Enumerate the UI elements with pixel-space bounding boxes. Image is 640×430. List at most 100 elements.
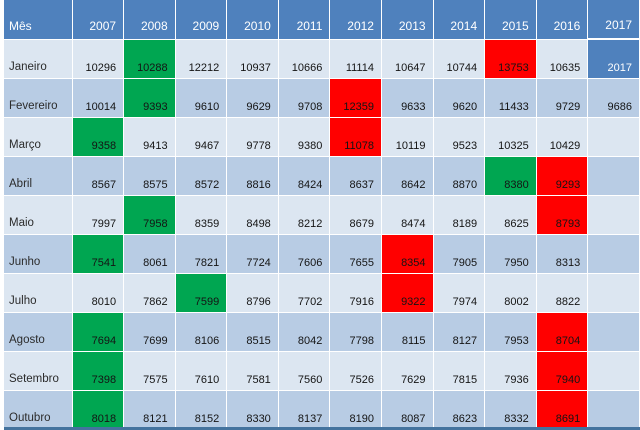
- cell-setembro-2010[interactable]: 7581: [226, 350, 279, 390]
- row-label-março[interactable]: Março: [4, 116, 73, 156]
- cell-abril-2013[interactable]: 8642: [381, 155, 434, 195]
- year-header-2013[interactable]: 2013: [381, 0, 434, 39]
- cell-agosto-2011[interactable]: 8042: [278, 311, 331, 351]
- cell-abril-2016[interactable]: 9293: [536, 155, 589, 195]
- cell-junho-2015[interactable]: 7950: [484, 233, 537, 273]
- cell-setembro-2017[interactable]: [587, 350, 640, 390]
- cell-agosto-2013[interactable]: 8115: [381, 311, 434, 351]
- cell-fevereiro-2007[interactable]: 10014: [72, 77, 125, 117]
- cell-fevereiro-2016[interactable]: 9729: [536, 77, 589, 117]
- cell-março-2008[interactable]: 9413: [123, 116, 176, 156]
- cell-abril-2014[interactable]: 8870: [433, 155, 486, 195]
- cell-janeiro-2017[interactable]: 2017: [587, 38, 640, 78]
- cell-junho-2016[interactable]: 8313: [536, 233, 589, 273]
- cell-janeiro-2013[interactable]: 10647: [381, 38, 434, 78]
- cell-outubro-2014[interactable]: 8623: [433, 389, 486, 429]
- cell-março-2016[interactable]: 10429: [536, 116, 589, 156]
- cell-setembro-2013[interactable]: 7629: [381, 350, 434, 390]
- cell-julho-2011[interactable]: 7702: [278, 272, 331, 312]
- cell-maio-2008[interactable]: 7958: [123, 194, 176, 234]
- cell-agosto-2008[interactable]: 7699: [123, 311, 176, 351]
- row-label-abril[interactable]: Abril: [4, 155, 73, 195]
- cell-fevereiro-2015[interactable]: 11433: [484, 77, 537, 117]
- row-label-setembro[interactable]: Setembro: [4, 350, 73, 390]
- cell-maio-2009[interactable]: 8359: [175, 194, 228, 234]
- cell-agosto-2009[interactable]: 8106: [175, 311, 228, 351]
- month-column-header[interactable]: Mês: [4, 0, 73, 39]
- row-label-agosto[interactable]: Agosto: [4, 311, 73, 351]
- cell-setembro-2016[interactable]: 7940: [536, 350, 589, 390]
- cell-abril-2017[interactable]: [587, 155, 640, 195]
- cell-outubro-2009[interactable]: 8152: [175, 389, 228, 429]
- cell-setembro-2007[interactable]: 7398: [72, 350, 125, 390]
- cell-março-2012[interactable]: 11078: [329, 116, 382, 156]
- cell-janeiro-2014[interactable]: 10744: [433, 38, 486, 78]
- cell-abril-2008[interactable]: 8575: [123, 155, 176, 195]
- cell-janeiro-2016[interactable]: 10635: [536, 38, 589, 78]
- cell-outubro-2012[interactable]: 8190: [329, 389, 382, 429]
- cell-janeiro-2010[interactable]: 10937: [226, 38, 279, 78]
- cell-junho-2009[interactable]: 7821: [175, 233, 228, 273]
- year-header-2009[interactable]: 2009: [175, 0, 228, 39]
- cell-abril-2015[interactable]: 8380: [484, 155, 537, 195]
- cell-junho-2010[interactable]: 7724: [226, 233, 279, 273]
- cell-setembro-2014[interactable]: 7815: [433, 350, 486, 390]
- cell-abril-2009[interactable]: 8572: [175, 155, 228, 195]
- cell-março-2015[interactable]: 10325: [484, 116, 537, 156]
- cell-outubro-2010[interactable]: 8330: [226, 389, 279, 429]
- cell-julho-2009[interactable]: 7599: [175, 272, 228, 312]
- cell-janeiro-2008[interactable]: 10288: [123, 38, 176, 78]
- cell-junho-2011[interactable]: 7606: [278, 233, 331, 273]
- cell-maio-2017[interactable]: [587, 194, 640, 234]
- cell-maio-2012[interactable]: 8679: [329, 194, 382, 234]
- cell-março-2010[interactable]: 9778: [226, 116, 279, 156]
- cell-junho-2012[interactable]: 7655: [329, 233, 382, 273]
- cell-outubro-2017[interactable]: [587, 389, 640, 429]
- cell-agosto-2017[interactable]: [587, 311, 640, 351]
- year-header-2007[interactable]: 2007: [72, 0, 125, 39]
- cell-março-2013[interactable]: 10119: [381, 116, 434, 156]
- year-header-2008[interactable]: 2008: [123, 0, 176, 39]
- cell-junho-2013[interactable]: 8354: [381, 233, 434, 273]
- cell-janeiro-2012[interactable]: 11114: [329, 38, 382, 78]
- row-label-janeiro[interactable]: Janeiro: [4, 38, 73, 78]
- year-header-2011[interactable]: 2011: [278, 0, 331, 39]
- cell-fevereiro-2010[interactable]: 9629: [226, 77, 279, 117]
- cell-maio-2010[interactable]: 8498: [226, 194, 279, 234]
- cell-junho-2014[interactable]: 7905: [433, 233, 486, 273]
- cell-setembro-2011[interactable]: 7560: [278, 350, 331, 390]
- cell-março-2007[interactable]: 9358: [72, 116, 125, 156]
- cell-agosto-2010[interactable]: 8515: [226, 311, 279, 351]
- cell-julho-2013[interactable]: 9322: [381, 272, 434, 312]
- cell-agosto-2015[interactable]: 7953: [484, 311, 537, 351]
- cell-fevereiro-2014[interactable]: 9620: [433, 77, 486, 117]
- cell-agosto-2016[interactable]: 8704: [536, 311, 589, 351]
- year-header-2012[interactable]: 2012: [329, 0, 382, 39]
- cell-fevereiro-2011[interactable]: 9708: [278, 77, 331, 117]
- row-label-julho[interactable]: Julho: [4, 272, 73, 312]
- cell-maio-2007[interactable]: 7997: [72, 194, 125, 234]
- cell-junho-2017[interactable]: [587, 233, 640, 273]
- cell-julho-2015[interactable]: 8002: [484, 272, 537, 312]
- cell-janeiro-2009[interactable]: 12212: [175, 38, 228, 78]
- cell-outubro-2008[interactable]: 8121: [123, 389, 176, 429]
- cell-julho-2007[interactable]: 8010: [72, 272, 125, 312]
- row-label-maio[interactable]: Maio: [4, 194, 73, 234]
- cell-março-2014[interactable]: 9523: [433, 116, 486, 156]
- row-label-outubro[interactable]: Outubro: [4, 389, 73, 429]
- year-header-2010[interactable]: 2010: [226, 0, 279, 39]
- cell-janeiro-2015[interactable]: 13753: [484, 38, 537, 78]
- cell-setembro-2009[interactable]: 7610: [175, 350, 228, 390]
- cell-outubro-2011[interactable]: 8137: [278, 389, 331, 429]
- cell-maio-2014[interactable]: 8189: [433, 194, 486, 234]
- cell-setembro-2008[interactable]: 7575: [123, 350, 176, 390]
- cell-fevereiro-2008[interactable]: 9393: [123, 77, 176, 117]
- cell-abril-2012[interactable]: 8637: [329, 155, 382, 195]
- cell-fevereiro-2009[interactable]: 9610: [175, 77, 228, 117]
- cell-agosto-2014[interactable]: 8127: [433, 311, 486, 351]
- cell-janeiro-2007[interactable]: 10296: [72, 38, 125, 78]
- cell-setembro-2015[interactable]: 7936: [484, 350, 537, 390]
- cell-fevereiro-2012[interactable]: 12359: [329, 77, 382, 117]
- cell-abril-2010[interactable]: 8816: [226, 155, 279, 195]
- cell-maio-2016[interactable]: 8793: [536, 194, 589, 234]
